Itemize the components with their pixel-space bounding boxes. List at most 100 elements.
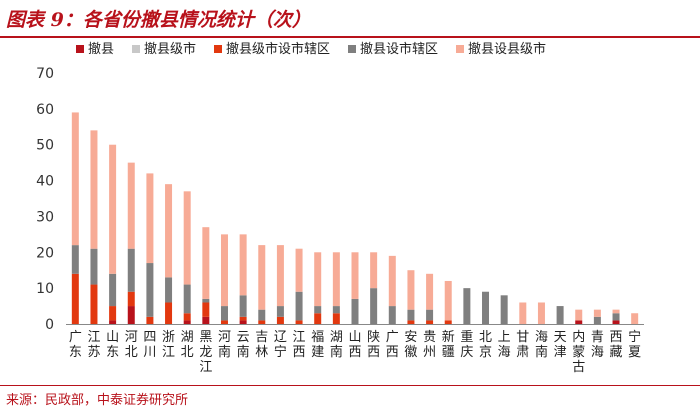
bar-segment-4 [295,248,303,292]
y-tick-label: 70 [36,66,54,82]
bar-segment-2 [258,320,266,324]
bar-segment-3 [407,309,415,321]
bar-segment-4 [444,280,452,321]
x-tick-label: 河南 [218,330,231,360]
x-tick-label: 北京 [479,330,492,360]
bar-segment-4 [593,309,601,317]
bar-segment-4 [351,252,359,299]
x-tick-label: 山西 [348,330,361,360]
bar-segment-2 [220,320,228,324]
bar-segment-2 [444,320,452,324]
x-tick-label: 江西 [293,330,306,360]
x-tick-label: 辽宁 [274,330,287,360]
x-tick-label: 广西 [386,330,399,360]
bar-segment-4 [239,234,247,296]
bar-segment-4 [388,255,396,307]
bar-segment-4 [537,302,545,324]
bar-segment-0 [202,316,210,324]
bar-segment-3 [239,295,247,317]
legend-swatch-2 [214,45,222,53]
legend-label-2: 撤县级市设市辖区 [226,41,330,57]
bar-segment-3 [109,273,117,307]
x-tick-label: 上海 [498,330,511,360]
bar-segment-3 [202,298,210,303]
x-tick-label: 内蒙古 [572,329,585,375]
bar-segment-2 [202,302,210,317]
bar-segment-4 [220,234,228,307]
x-tick-label: 江苏 [87,330,100,360]
stacked-bar-chart: 撤县 撤县级市 撤县级市设市辖区 撤县设市辖区 撤县设县级市 0 10 20 30 40 50 60 7… [36,41,644,375]
bar-segment-4 [183,191,191,285]
bar-segment-4 [109,144,117,274]
bar-segment-3 [556,306,564,324]
legend-label-3: 撤县设市辖区 [360,41,438,57]
bar-segment-3 [351,298,359,324]
x-tick-label: 河北 [125,330,138,360]
bar-segment-4 [332,252,340,307]
bar-segment-3 [146,263,154,317]
figure-header: 图表 9：各省份撤县情况统计（次） [0,0,700,36]
source-note: 来源：民政部，中泰证券研究所 [6,393,189,408]
bar-segment-3 [183,284,191,314]
bar-segment-3 [388,306,396,324]
x-tick-label: 云南 [237,330,250,360]
bar-segment-3 [90,248,98,285]
bar-segment-4 [631,313,639,324]
bar-segment-3 [127,248,135,292]
legend-swatch-3 [348,45,356,53]
bar-segment-2 [183,313,191,321]
bar-segment-4 [202,227,210,299]
x-tick-label: 湖北 [181,330,194,360]
title-divider [0,36,700,38]
legend-label-0: 撤县 [88,41,114,57]
legend-swatch-4 [456,45,464,53]
bar-segment-2 [127,291,135,307]
bar-segment-4 [407,270,415,310]
x-tick-label: 浙江 [162,330,175,360]
x-tick-label: 青海 [591,330,604,360]
bar-segment-4 [71,112,79,246]
bar-segment-4 [165,184,173,278]
bar-segment-2 [314,313,322,324]
bar-segment-4 [575,309,583,321]
legend-label-1: 撤县级市 [144,41,196,57]
bar-segment-0 [183,320,191,324]
x-tick-label: 吉林 [255,330,268,360]
y-tick-label: 40 [36,174,54,190]
bar-segment-2 [146,316,154,324]
bar-segment-3 [165,277,173,303]
bar-segment-3 [276,306,284,317]
x-tick-label: 甘肃 [516,330,529,360]
bar-segment-4 [90,130,98,249]
bar-segment-4 [276,245,284,307]
bar-segment-3 [500,295,508,324]
bar-segment-4 [612,309,620,314]
chart-area: 撤县 撤县级市 撤县级市设市辖区 撤县设市辖区 撤县设县级市 0 10 20 30 40 50 60 7… [0,38,700,384]
x-tick-label: 四川 [143,330,156,360]
bar-segment-4 [146,173,154,264]
x-tick-label: 广东 [69,330,82,360]
x-tick-label: 安徽 [404,330,417,360]
legend-label-4: 撤县设县级市 [468,41,546,57]
y-tick-label: 20 [36,245,54,261]
bar-segment-0 [127,306,135,324]
bar-segment-2 [295,320,303,324]
legend-swatch-0 [76,45,84,53]
bar-segment-3 [220,306,228,321]
x-tick-label: 黑龙江 [199,330,212,375]
bar-segment-3 [612,313,620,321]
bar-segment-2 [276,316,284,324]
x-tick-label: 陕西 [367,330,380,360]
x-tick-label: 贵州 [423,330,436,360]
bar-segment-3 [314,306,322,314]
bar-segment-3 [71,245,79,274]
bar-segment-2 [426,320,434,324]
x-tick-label: 湖南 [330,330,343,360]
bar-segment-0 [612,320,620,324]
bar-segment-0 [575,320,583,324]
bar-segment-3 [463,288,471,324]
x-tick-label: 新疆 [442,329,455,360]
bar-segment-2 [239,316,247,321]
x-tick-label: 重庆 [460,329,473,360]
bar-segment-4 [258,245,266,310]
